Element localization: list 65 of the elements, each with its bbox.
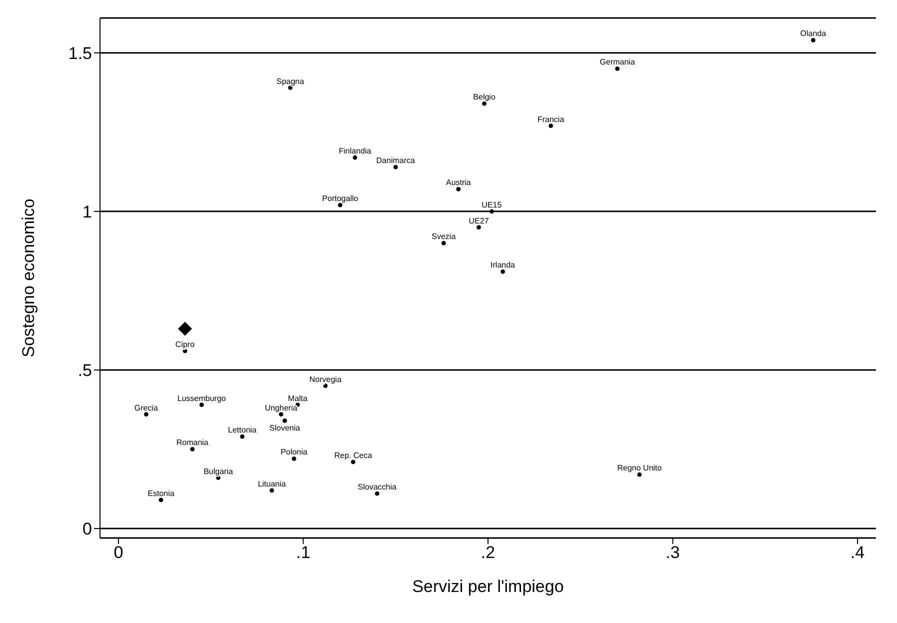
data-label: Malta — [288, 394, 308, 403]
data-label: Francia — [537, 114, 565, 124]
point — [270, 488, 274, 493]
point — [158, 498, 164, 502]
data-label: Svezia — [432, 232, 456, 242]
point — [144, 412, 148, 417]
point — [338, 202, 342, 208]
data-label: Ungheria — [264, 403, 298, 412]
data-label: Austria — [446, 178, 472, 188]
data-label: Irlanda — [490, 260, 516, 270]
x-tick-label: .2 — [480, 543, 496, 562]
data-label: Polonia — [280, 448, 308, 457]
x-tick-label: 0 — [114, 543, 124, 562]
point — [476, 225, 481, 230]
y-tick-label: 0 — [82, 520, 92, 539]
data-label: Romania — [176, 438, 209, 448]
point — [393, 164, 398, 170]
data-label: Regno Unito — [617, 464, 662, 473]
data-label: Estonia — [148, 488, 175, 498]
data-label: Spagna — [276, 76, 305, 86]
x-tick-label: .4 — [850, 543, 865, 562]
point — [199, 402, 204, 408]
point — [190, 447, 195, 452]
data-label: Lussemburgo — [177, 394, 226, 403]
point — [489, 209, 494, 214]
data-label: Slovacchia — [358, 482, 398, 492]
data-label: Olanda — [800, 29, 827, 38]
point — [548, 124, 554, 128]
data-label: Lettonia — [228, 426, 258, 435]
data-label: Slovenia — [269, 424, 301, 433]
y-tick-label: .5 — [78, 360, 92, 380]
point — [374, 491, 380, 496]
point — [282, 418, 287, 423]
point — [352, 155, 358, 160]
data-label: Norvegia — [309, 374, 342, 384]
data-label: Finlandia — [338, 146, 372, 156]
point — [292, 456, 296, 461]
data-label: Belgio — [473, 92, 496, 102]
y-tick-label: 1.5 — [68, 44, 92, 63]
point — [278, 412, 284, 417]
point — [500, 269, 505, 274]
data-label: Danimarca — [376, 156, 416, 166]
data-label: Germania — [600, 58, 636, 67]
data-label: UE27 — [468, 216, 490, 226]
x-tick-label: .3 — [666, 543, 680, 562]
data-label: Portogallo — [322, 194, 359, 204]
data-label: Cipro — [175, 340, 196, 349]
point — [178, 322, 192, 336]
point — [482, 101, 487, 106]
point — [350, 460, 356, 464]
data-label: Bulgaria — [204, 466, 234, 476]
data-label: UE15 — [482, 200, 502, 210]
x-axis-title: Servizi per l'impiego — [412, 577, 564, 596]
data-label: Lituania — [258, 479, 286, 488]
data-label: Rep. Ceca — [334, 450, 373, 460]
point — [810, 38, 816, 42]
y-axis-title: Sostegno economico — [19, 198, 38, 358]
point — [441, 240, 446, 246]
x-tick-label: .1 — [296, 543, 310, 562]
point — [615, 66, 620, 71]
y-tick-label: 1 — [82, 202, 92, 222]
point — [240, 434, 244, 439]
point — [637, 472, 642, 477]
point — [456, 187, 461, 192]
data-label: Grecia — [134, 403, 159, 412]
